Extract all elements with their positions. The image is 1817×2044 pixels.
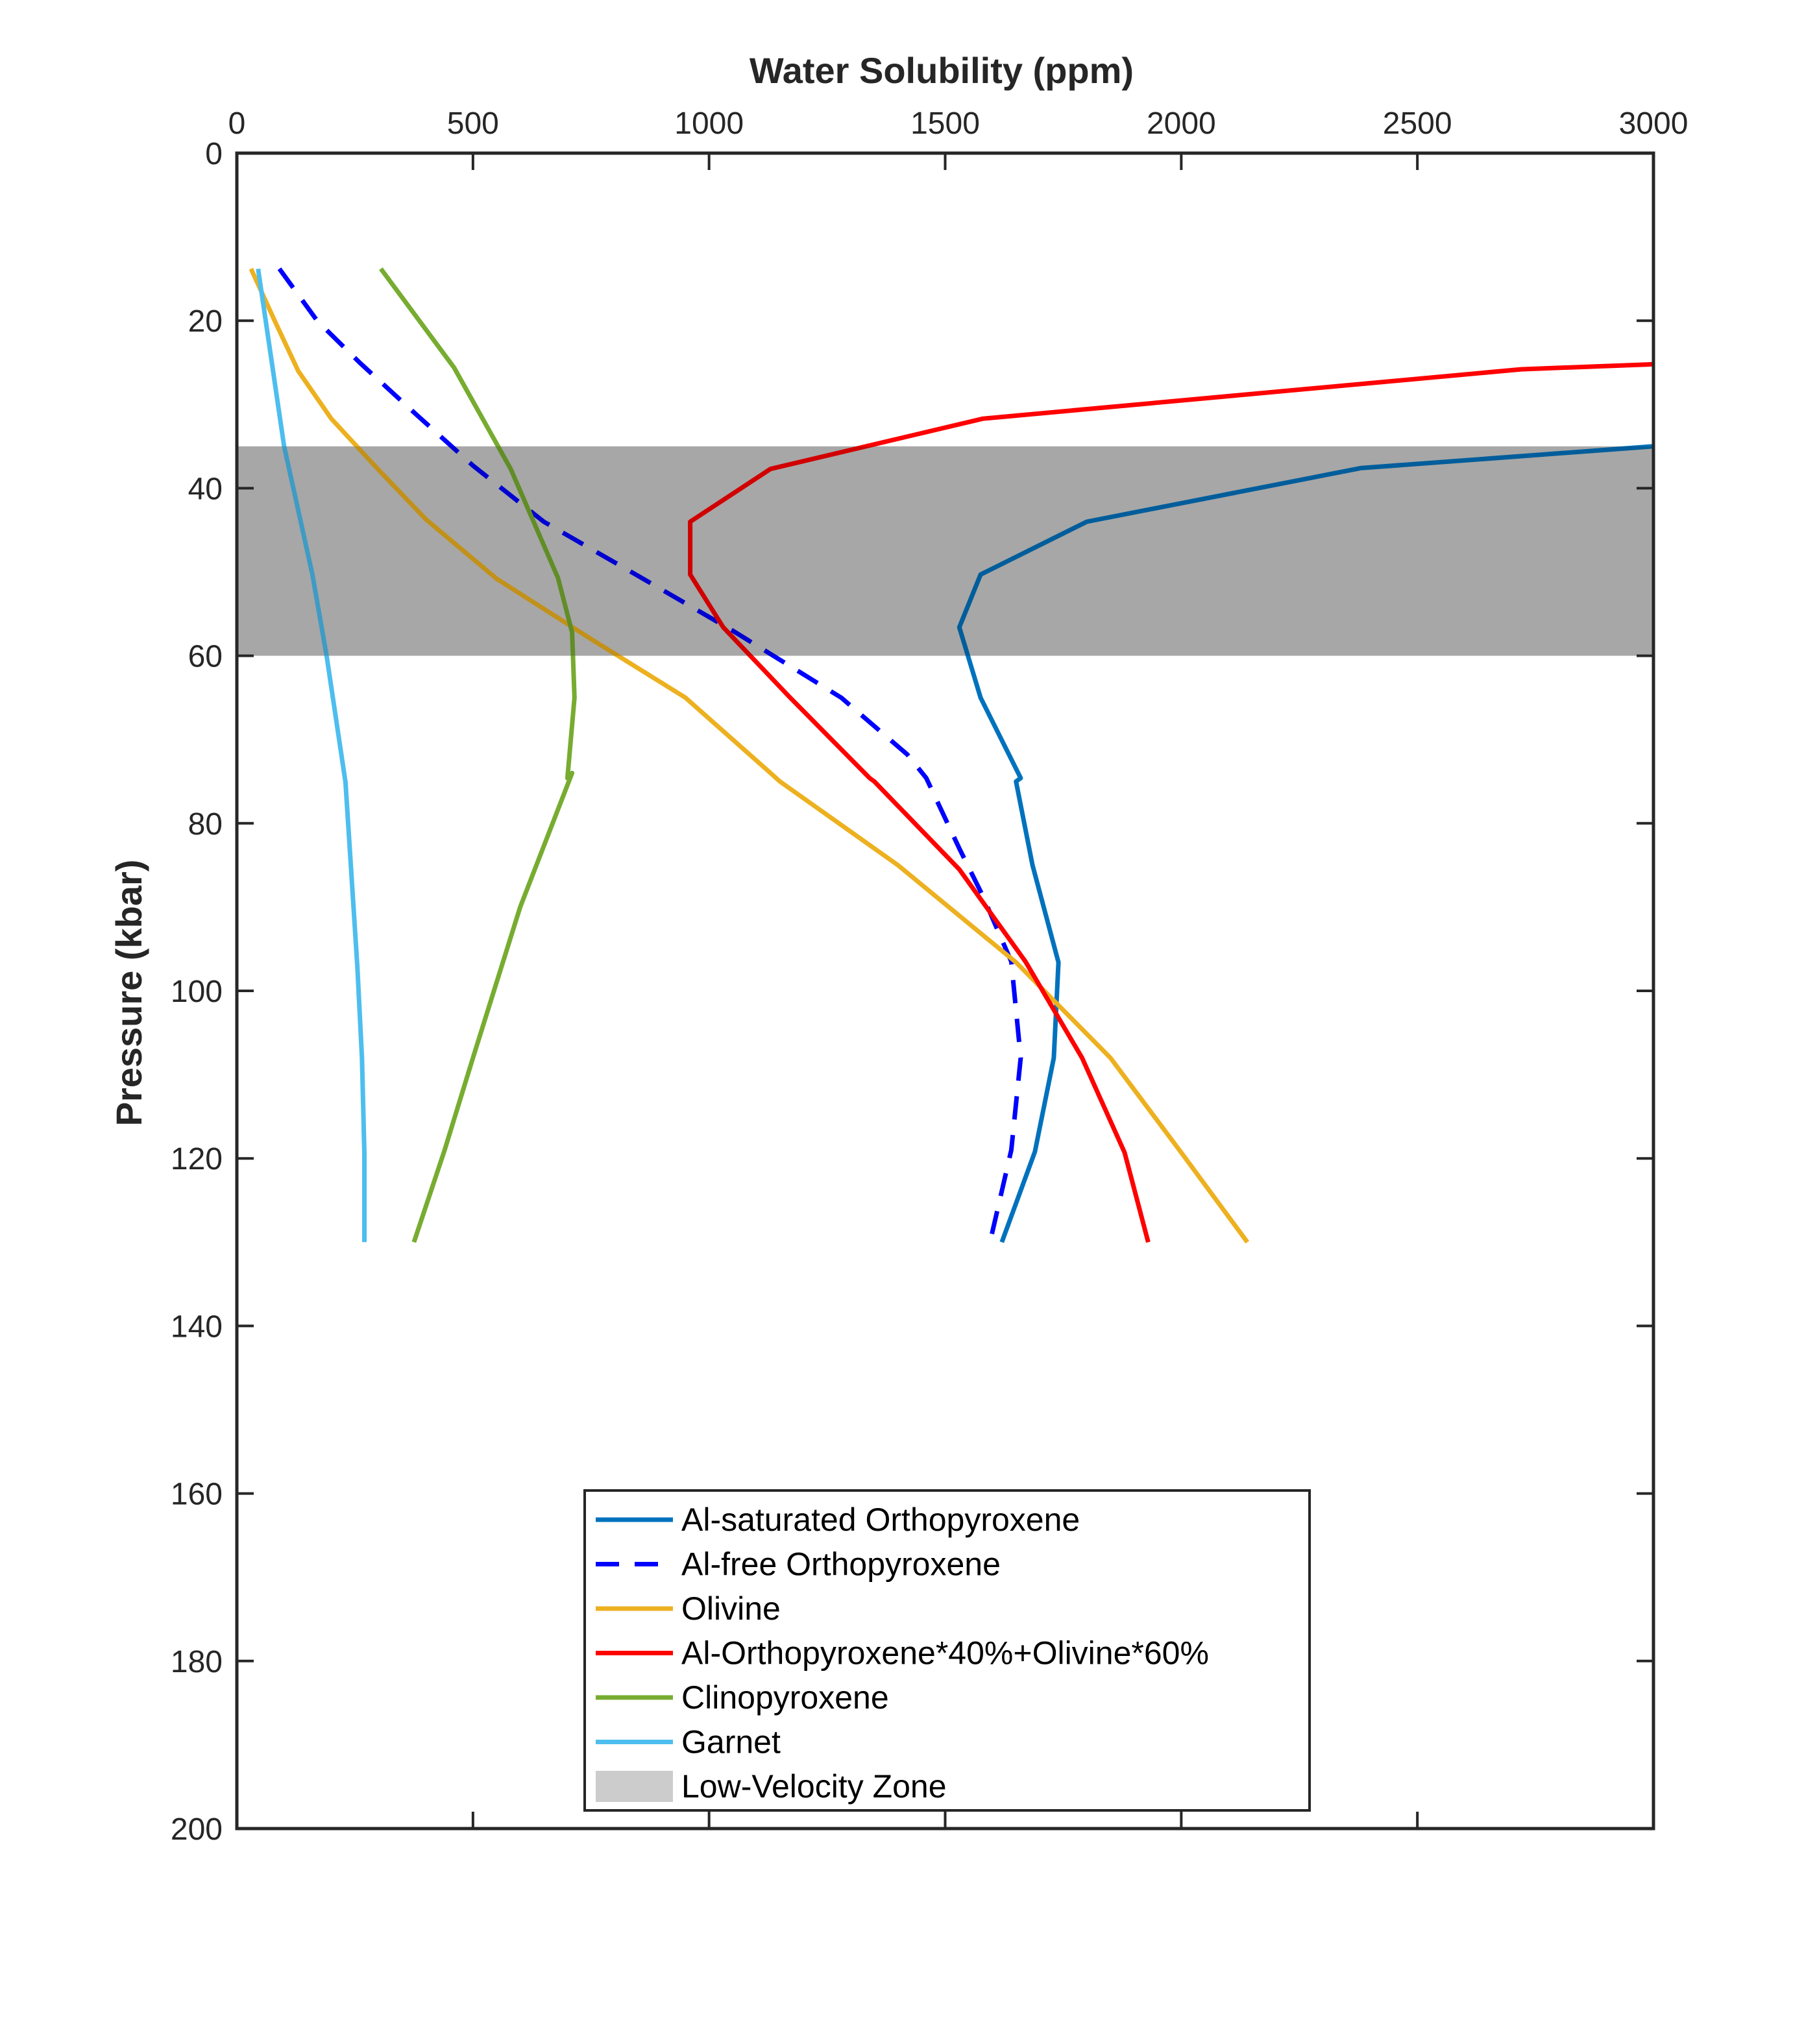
y-tick-label: 200 [171,1812,223,1847]
y-tick-label: 0 [205,137,223,171]
legend-label: Al-Orthopyroxene*40%+Olivine*60% [681,1635,1209,1672]
series-line-4 [379,267,577,1243]
x-tick-label: 2500 [1383,106,1452,141]
x-tick-label: 2000 [1147,106,1216,141]
series-line-0 [957,444,1653,1243]
legend-label: Garnet [681,1724,781,1760]
legend-label: Al-free Orthopyroxene [681,1546,1001,1583]
axes: 0 500 1000 1500 2000 2500 3000 0 20 40 60 80 100 120 1… [171,106,1688,1847]
low-velocity-zone-overlay [237,446,1653,656]
legend-label: Low-Velocity Zone [681,1768,947,1805]
legend-swatch-band [596,1771,673,1802]
series-line-1 [277,267,1023,1243]
x-tick-label: 3000 [1619,106,1689,141]
plot-area [237,267,1653,1244]
y-tick-label: 160 [171,1478,223,1512]
y-axis-title: Pressure (kbar) [108,860,149,1126]
y-tick-label: 20 [188,304,223,339]
x-tick-label: 500 [447,106,499,141]
series-line-5 [256,268,367,1243]
series-line-2 [249,267,1250,1244]
legend-box [583,1489,1311,1812]
y-tick-label: 180 [171,1645,223,1679]
low-velocity-zone-band [237,446,1653,656]
y-tick-label: 100 [171,975,223,1009]
legend-label: Olivine [681,1590,781,1627]
y-tick-label: 140 [171,1309,223,1344]
y-tick-label: 60 [188,640,223,674]
plot-data [237,267,1653,1244]
x-tick-label: 0 [228,106,246,141]
y-tick-label: 120 [171,1142,223,1176]
y-tick-label: 80 [188,807,223,842]
x-tick-label: 1500 [910,106,980,141]
x-axis-title: Water Solubility (ppm) [750,50,1134,91]
y-tick-label: 40 [188,472,223,506]
legend: Al-saturated Orthopyroxene Al-free Orthop… [583,1489,1311,1812]
series-line-3 [688,361,1653,1243]
legend-label: Clinopyroxene [681,1679,889,1716]
legend-label: Al-saturated Orthopyroxene [681,1502,1080,1538]
x-tick-label: 1000 [674,106,744,141]
